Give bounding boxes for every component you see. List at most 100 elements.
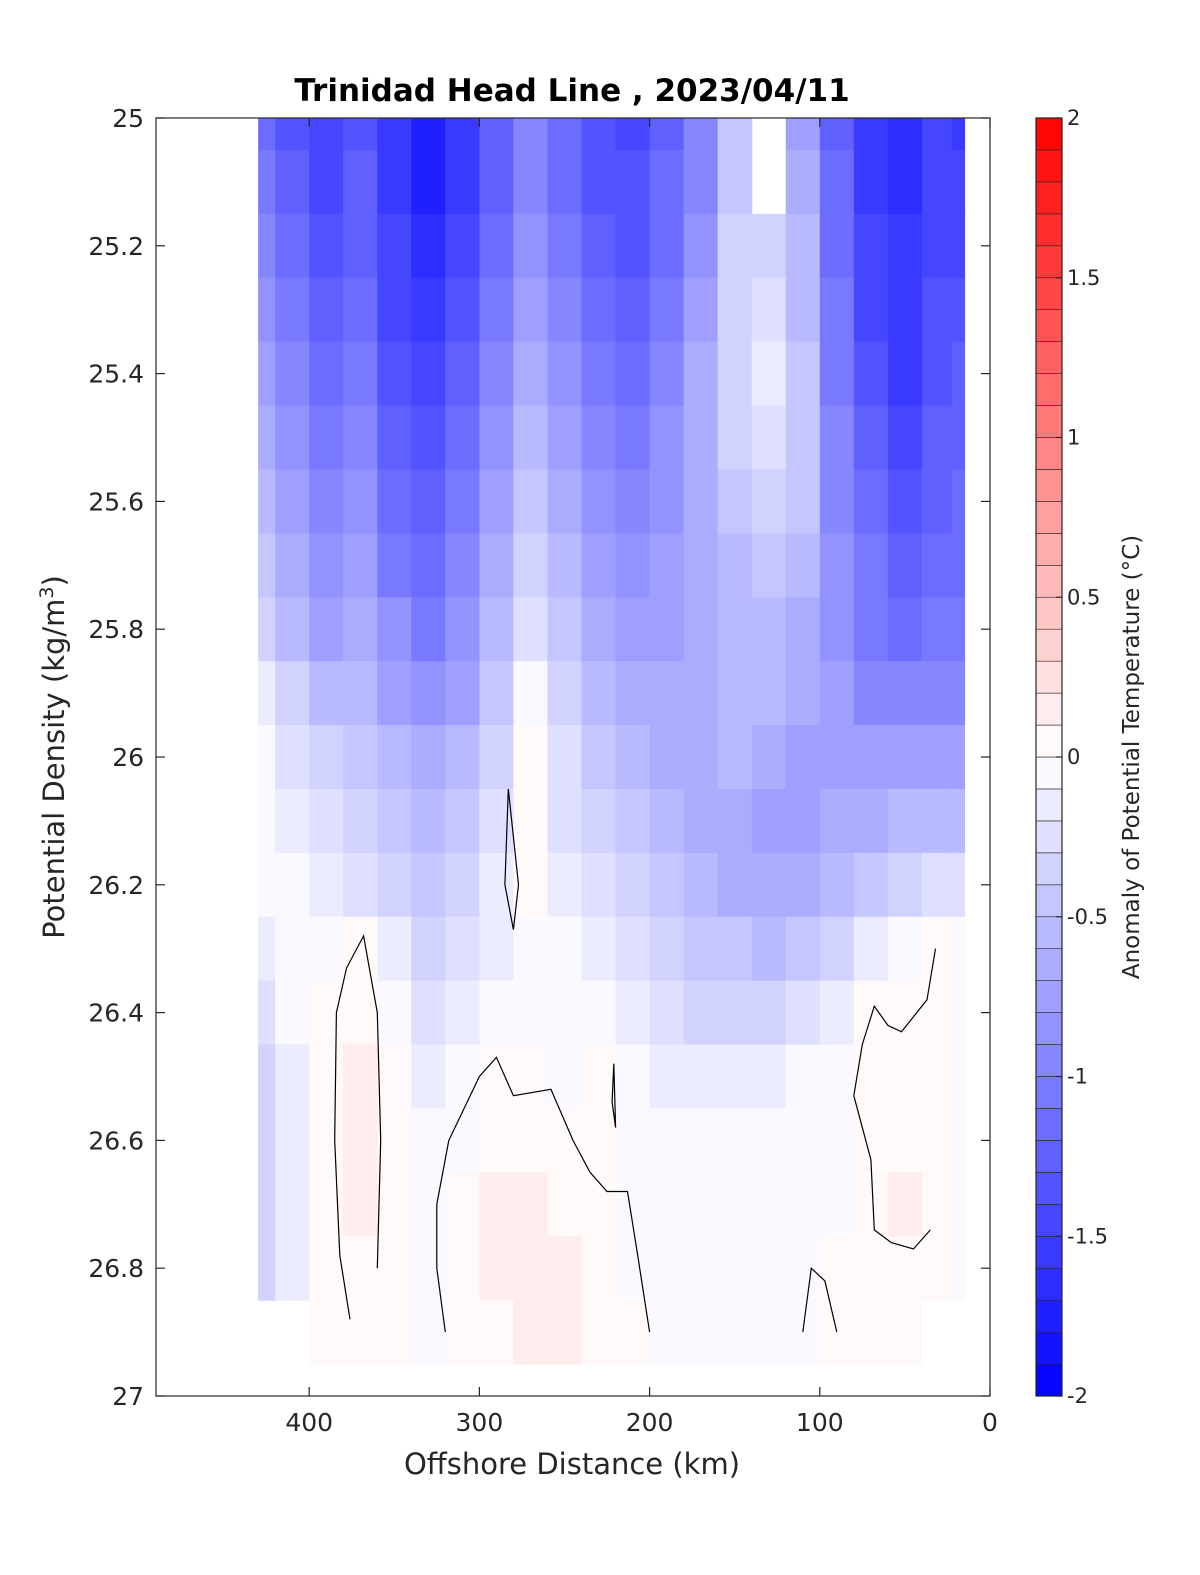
field-cell xyxy=(513,341,549,407)
field-cell xyxy=(581,1044,617,1110)
colorbar-swatch xyxy=(1035,181,1063,215)
field-cell xyxy=(649,980,685,1046)
field-cell xyxy=(887,149,923,215)
field-cell xyxy=(951,1236,966,1301)
field-cell xyxy=(921,852,953,918)
field-cell xyxy=(717,341,753,407)
field-cell xyxy=(819,852,855,918)
field-cell xyxy=(717,1172,753,1237)
field-cell xyxy=(751,980,787,1046)
field-cell xyxy=(649,1044,685,1110)
colorbar-tick-label: -1.5 xyxy=(1067,1224,1108,1248)
colorbar-swatch xyxy=(1035,245,1063,279)
field-cell xyxy=(683,149,719,215)
plot-area: 400 300 200 100 0 25 25.2 25.4 25.6 25.8 26 26.2 26… xyxy=(88,104,998,1437)
field-cell xyxy=(649,1300,685,1365)
field-cell xyxy=(921,405,953,471)
y-tick-label: 26.2 xyxy=(88,871,144,900)
field-cell xyxy=(581,980,617,1046)
field-cell xyxy=(547,1044,583,1110)
field-cell xyxy=(951,469,966,534)
field-cell xyxy=(887,533,923,598)
field-cell xyxy=(275,277,310,343)
y-tick-label: 25.6 xyxy=(88,487,144,516)
field-cell xyxy=(853,852,889,918)
field-cell xyxy=(751,916,787,982)
colorbar-tick-label: 0.5 xyxy=(1067,585,1100,609)
field-cell xyxy=(343,725,378,790)
field-cell xyxy=(951,149,966,215)
field-cell xyxy=(343,788,378,854)
field-cell xyxy=(581,1236,617,1301)
field-cell xyxy=(377,980,412,1046)
field-cell xyxy=(275,597,310,662)
zero-contour-6 xyxy=(853,948,937,1250)
x-tick-label: 200 xyxy=(626,1408,674,1437)
field-cell xyxy=(581,533,617,598)
field-cell xyxy=(479,213,515,279)
field-cell xyxy=(785,1044,821,1110)
field-cell xyxy=(581,725,617,790)
field-cell xyxy=(275,980,310,1046)
y-axis-label: Potential Density (kg/m3) xyxy=(36,575,71,939)
field-cell xyxy=(445,852,480,918)
colorbar-tick-label: 1.5 xyxy=(1067,266,1100,290)
field-cell xyxy=(309,1236,344,1301)
field-cell xyxy=(717,852,753,918)
field-cell xyxy=(615,469,651,534)
field-cell xyxy=(411,1044,446,1110)
field-cell xyxy=(921,118,953,151)
field-cell xyxy=(479,1300,515,1365)
field-cell xyxy=(309,118,344,151)
field-cell xyxy=(377,213,412,279)
field-cell xyxy=(547,533,583,598)
field-cell xyxy=(615,661,651,726)
field-cell xyxy=(649,1108,685,1173)
field-cell xyxy=(819,533,855,598)
field-cell xyxy=(258,1044,276,1110)
field-cell xyxy=(275,213,310,279)
field-cell xyxy=(377,469,412,534)
field-cell xyxy=(887,118,923,151)
field-cell xyxy=(258,118,276,151)
field-cell xyxy=(887,213,923,279)
field-cell xyxy=(615,788,651,854)
field-cell xyxy=(785,341,821,407)
field-cell xyxy=(581,1108,617,1173)
field-cell xyxy=(411,405,446,471)
field-cell xyxy=(649,1236,685,1301)
field-cell xyxy=(887,1044,923,1110)
field-cell xyxy=(309,788,344,854)
field-cell xyxy=(819,213,855,279)
colorbar-swatch xyxy=(1035,564,1063,598)
y-axis-ticks: 25 25.2 25.4 25.6 25.8 26 26.2 26.4 26.6 26.8 27 xyxy=(88,104,990,1411)
x-axis-label: Offshore Distance (km) xyxy=(404,1447,740,1481)
field-cell xyxy=(921,725,953,790)
field-cell xyxy=(951,277,966,343)
field-cell xyxy=(258,1108,276,1173)
colorbar-swatch xyxy=(1035,596,1063,630)
colorbar-swatch xyxy=(1035,788,1063,822)
colorbar-swatch xyxy=(1035,852,1063,886)
colorbar-swatch xyxy=(1035,1076,1063,1109)
field-cell xyxy=(445,1172,480,1237)
field-cell xyxy=(683,277,719,343)
field-cell xyxy=(513,277,549,343)
field-cell xyxy=(445,788,480,854)
field-cell xyxy=(343,597,378,662)
field-cell xyxy=(275,1108,310,1173)
field-cell xyxy=(377,916,412,982)
field-cell xyxy=(819,1044,855,1110)
field-cell xyxy=(887,725,923,790)
field-cell xyxy=(377,405,412,471)
field-cell xyxy=(921,1108,953,1173)
field-cell xyxy=(479,405,515,471)
field-cell xyxy=(377,597,412,662)
field-cell xyxy=(819,1108,855,1173)
field-cell xyxy=(887,277,923,343)
field-cell xyxy=(343,1236,378,1301)
field-cell xyxy=(479,1236,515,1301)
field-cell xyxy=(513,788,549,854)
field-cell xyxy=(258,341,276,407)
field-cell xyxy=(513,916,549,982)
